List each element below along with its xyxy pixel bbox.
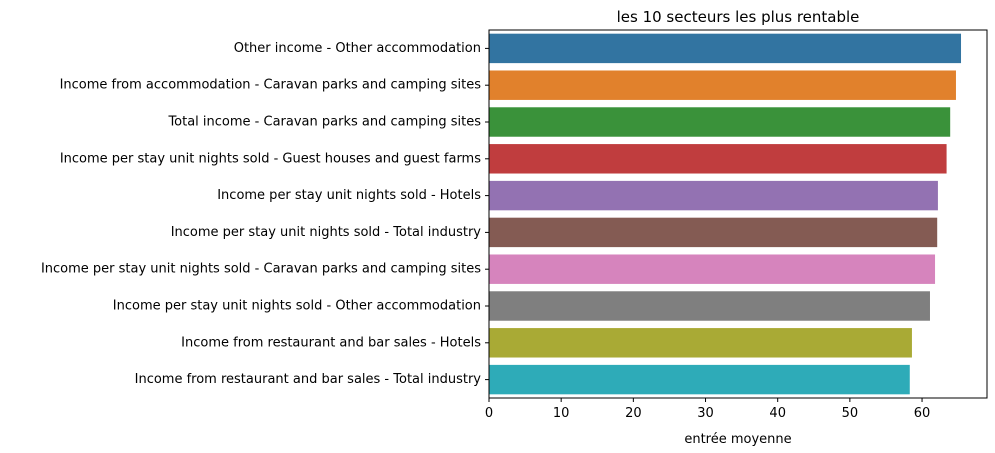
bar-2	[489, 70, 956, 100]
bar-1	[489, 33, 962, 64]
bar-10	[489, 364, 910, 395]
y-tick-label: Income from accommodation - Caravan park…	[60, 78, 482, 93]
x-tick-label: 60	[914, 406, 931, 421]
x-tick-label: 40	[769, 406, 786, 421]
y-tick-labels: Other income - Other accommodation Income…	[41, 41, 489, 387]
x-tick-label: 0	[485, 406, 493, 421]
y-tick-label: Other income - Other accommodation	[234, 41, 481, 56]
y-tick-label: Total income - Caravan parks and camping…	[167, 115, 481, 130]
plot-frame	[488, 29, 988, 399]
x-axis-label: entrée moyenne	[684, 432, 791, 447]
bar-8	[489, 291, 930, 321]
x-tick-label: 10	[553, 406, 570, 421]
y-tick-label: Income per stay unit nights sold - Hotel…	[217, 188, 481, 203]
y-tick-label: Income per stay unit nights sold - Other…	[113, 299, 481, 314]
x-tick-label: 20	[625, 406, 642, 421]
y-tick-label: Income per stay unit nights sold - Total…	[171, 225, 482, 240]
bar-3	[489, 107, 951, 137]
bar-7	[489, 254, 936, 284]
y-tick-label: Income per stay unit nights sold - Guest…	[60, 151, 481, 166]
bar-5	[489, 180, 938, 211]
y-tick-label: Income from restaurant and bar sales - H…	[181, 335, 481, 350]
bar-6	[489, 217, 938, 248]
y-tick-label: Income per stay unit nights sold - Carav…	[41, 262, 481, 277]
x-tick-label: 50	[842, 406, 859, 421]
bars-group	[489, 33, 962, 395]
y-tick-label: Income from restaurant and bar sales - T…	[135, 372, 482, 387]
chart-title: les 10 secteurs les plus rentable	[617, 8, 860, 26]
x-tick-label: 30	[697, 406, 714, 421]
x-axis-ticks: 0 10 20 30 40 50 60	[485, 398, 930, 421]
bar-9	[489, 328, 912, 358]
bar-4	[489, 144, 947, 174]
